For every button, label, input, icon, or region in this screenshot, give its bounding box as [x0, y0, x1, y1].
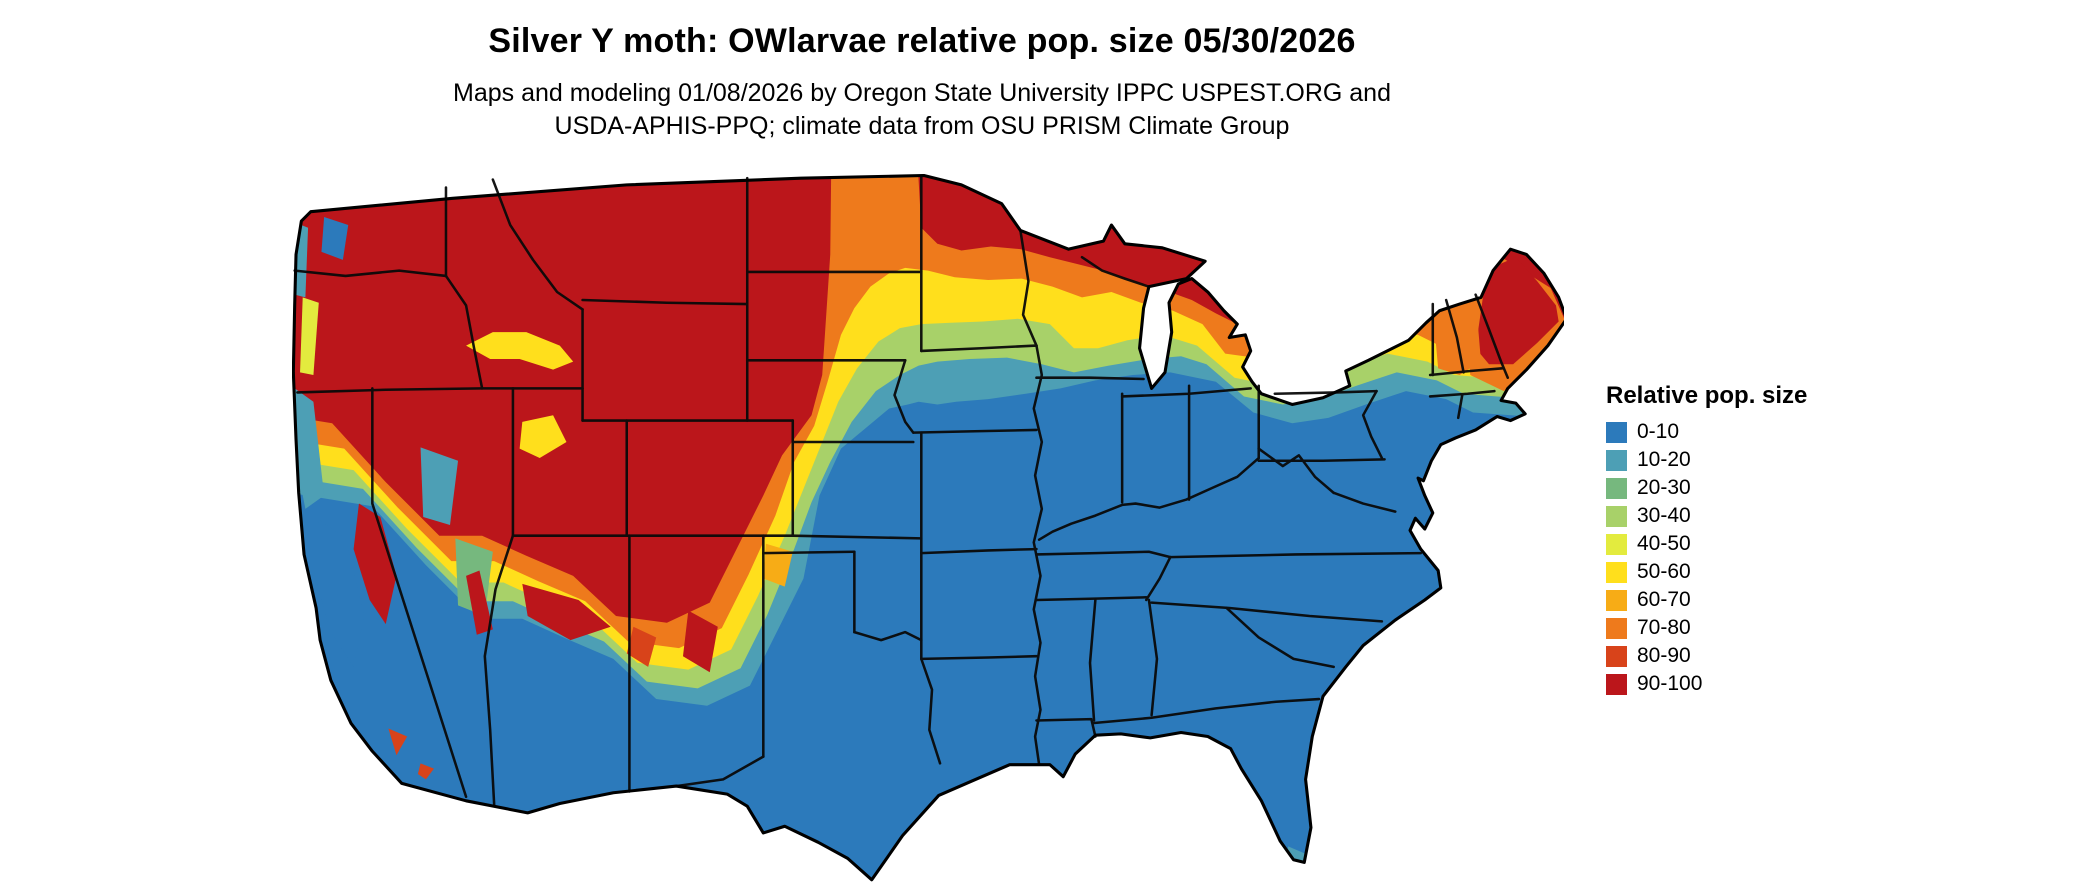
legend-item: 40-50: [1606, 532, 1807, 556]
legend-item: 10-20: [1606, 448, 1807, 472]
legend-swatch: [1606, 505, 1627, 527]
legend-swatch: [1606, 477, 1627, 499]
patch-puget-low: [321, 217, 349, 260]
map-subtitle-line2: USDA-APHIS-PPQ; climate data from OSU PR…: [554, 112, 1290, 140]
legend-item: 90-100: [1606, 672, 1807, 696]
patch-willamette: [300, 297, 319, 376]
legend-label: 20-30: [1637, 476, 1691, 499]
legend-title: Relative pop. size: [1606, 382, 1808, 409]
patch-nm-mtn-2: [626, 626, 657, 667]
patch-socal-mtn-1: [388, 728, 408, 756]
patch-ca-coast: [294, 388, 325, 509]
map-title: Silver Y moth: OWlarvae relative pop. si…: [488, 22, 1356, 60]
patch-socal-mtn-2: [417, 763, 434, 780]
legend-swatch: [1606, 645, 1627, 667]
legend-swatch: [1606, 673, 1627, 695]
legend-items: 0-10 10-20 20-30 30-40 40-50 50-60 60-70: [1606, 420, 1807, 696]
legend-label: 80-90: [1637, 644, 1691, 667]
legend-label: 90-100: [1637, 672, 1703, 695]
map-subtitle-line1: Maps and modeling 01/08/2026 by Oregon S…: [453, 79, 1391, 107]
patch-tx-panhandle: [763, 543, 793, 587]
patch-sierra-high: [353, 503, 397, 625]
patch-central-valley: [313, 519, 365, 667]
legend-label: 30-40: [1637, 504, 1691, 527]
legend-item: 50-60: [1606, 560, 1807, 584]
patch-nm-mtn-1: [682, 610, 718, 673]
legend-swatch: [1606, 533, 1627, 555]
legend-item: 60-70: [1606, 588, 1807, 612]
patch-nv-basin-1: [420, 447, 459, 525]
legend-label: 0-10: [1637, 420, 1680, 443]
patch-snv-ridge: [466, 570, 493, 635]
legend-item: 20-30: [1606, 476, 1807, 500]
legend-label: 70-80: [1637, 616, 1691, 639]
patch-snake-plain: [466, 332, 574, 370]
header: Silver Y moth: OWlarvae relative pop. si…: [0, 22, 1844, 143]
us-outline: [292, 174, 1564, 882]
us-map-graphic: [292, 174, 1564, 882]
us-map: [292, 174, 1564, 884]
legend-label: 40-50: [1637, 532, 1691, 555]
patch-mogollon-high: [522, 583, 611, 641]
legend: Relative pop. size 0-10 10-20 20-30 30-4…: [1606, 382, 1807, 700]
state-borders: [293, 175, 1510, 807]
heat-raster: [293, 175, 1564, 880]
legend-item: 0-10: [1606, 420, 1807, 444]
legend-label: 10-20: [1637, 448, 1691, 471]
legend-swatch: [1606, 449, 1627, 471]
legend-swatch: [1606, 589, 1627, 611]
legend-item: 70-80: [1606, 616, 1807, 640]
legend-swatch: [1606, 617, 1627, 639]
patch-maine-high: [1475, 257, 1559, 365]
map-subtitle: Maps and modeling 01/08/2026 by Oregon S…: [0, 77, 1844, 143]
patch-adirondack: [1357, 312, 1412, 346]
legend-swatch: [1606, 421, 1627, 443]
legend-label: 60-70: [1637, 588, 1691, 611]
legend-label: 50-60: [1637, 560, 1691, 583]
patch-ut-desert: [519, 415, 567, 459]
legend-swatch: [1606, 561, 1627, 583]
legend-item: 80-90: [1606, 644, 1807, 668]
legend-item: 30-40: [1606, 504, 1807, 528]
